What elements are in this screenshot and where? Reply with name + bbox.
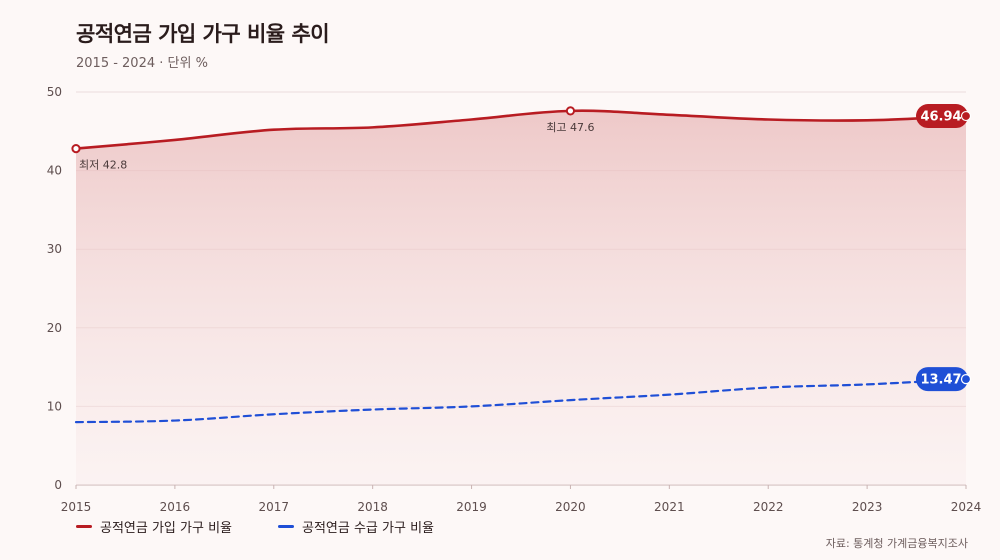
x-tick-label: 2022 [753, 500, 784, 514]
end-point-marker [960, 110, 972, 122]
point-annotation: 최저 42.8 [79, 159, 127, 172]
y-tick-label: 40 [47, 164, 62, 178]
y-tick-label: 20 [47, 321, 62, 335]
series-line-2 [74, 378, 968, 424]
x-tick-label: 2024 [951, 500, 982, 514]
x-tick-label: 2016 [160, 500, 191, 514]
end-label-bg [916, 367, 968, 392]
x-tick-label: 2023 [852, 500, 883, 514]
legend-label-series2: 공적연금 수급 가구 비율 [302, 521, 434, 536]
chart-title: 공적연금 가입 가구 비율 추이 [76, 22, 330, 46]
x-tick-label: 2019 [456, 500, 487, 514]
source-note: 자료: 통계청 가계금융복지조사 [825, 537, 968, 550]
x-tick-label: 2017 [259, 500, 290, 514]
end-label-text: 13.47 [920, 373, 961, 388]
end-labels: 46.94 13.47 [916, 104, 972, 392]
series-area-1 [76, 110, 966, 486]
chart-subtitle: 2015 - 2024 · 단위 % [76, 56, 208, 71]
end-label-badge: 46.94 [916, 104, 972, 129]
x-tick-label: 2018 [357, 500, 388, 514]
x-tick-label: 2020 [555, 500, 586, 514]
y-tick-label: 50 [47, 85, 62, 99]
y-tick-label: 0 [54, 478, 62, 492]
area-fill [76, 110, 966, 486]
legend-swatch-series1 [76, 525, 92, 528]
y-axis-ticks: 0 10 20 30 40 50 [47, 85, 62, 492]
x-tick-label: 2015 [61, 500, 92, 514]
legend-item-series2: 공적연금 수급 가구 비율 [278, 517, 434, 536]
x-axis-ticks: 2015 2016 2017 2018 2019 2020 2021 2022 2023 2024 [61, 485, 982, 514]
y-tick-label: 30 [47, 242, 62, 256]
legend: 공적연금 가입 가구 비율 공적연금 수급 가구 비율 [76, 517, 434, 536]
legend-item-series1: 공적연금 가입 가구 비율 [76, 517, 232, 536]
point-markers: 최저 42.8 최고 47.6 [71, 106, 595, 172]
point-marker [565, 106, 576, 116]
end-label-text: 46.94 [920, 110, 961, 125]
series-lines [74, 109, 968, 424]
end-label-badge: 13.47 [916, 367, 972, 392]
legend-swatch-series2 [278, 525, 294, 528]
point-annotation: 최고 47.6 [546, 121, 594, 134]
point-marker [71, 143, 81, 154]
legend-label-series1: 공적연금 가입 가구 비율 [100, 521, 232, 536]
y-tick-label: 10 [47, 399, 62, 413]
end-label-bg [916, 104, 968, 129]
x-tick-label: 2021 [654, 500, 685, 514]
end-point-marker [960, 374, 972, 385]
series-line-1 [74, 109, 968, 150]
